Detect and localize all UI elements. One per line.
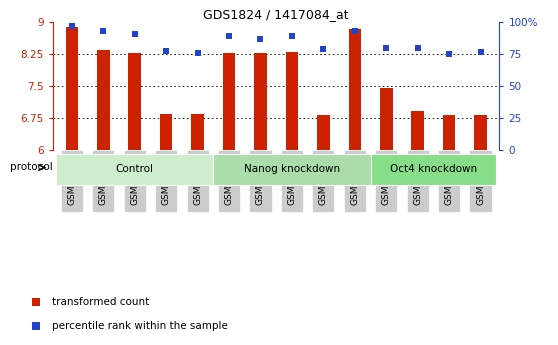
Point [287, 34, 296, 39]
Bar [56, 154, 213, 185]
Text: Oct4 knockdown: Oct4 knockdown [390, 164, 477, 174]
Bar [191, 114, 204, 150]
Point [162, 48, 171, 53]
Point [548, 171, 557, 176]
Title: GDS1824 / 1417084_at: GDS1824 / 1417084_at [204, 8, 349, 21]
Point [413, 45, 422, 51]
Bar [223, 53, 235, 150]
Point [130, 31, 139, 37]
Bar [371, 154, 496, 185]
Point [319, 47, 328, 52]
Bar [160, 114, 172, 150]
Point [224, 34, 233, 39]
Bar [286, 52, 298, 150]
Bar [97, 50, 109, 150]
Bar [380, 88, 392, 150]
Point [68, 23, 76, 29]
Point [193, 50, 202, 56]
Bar [474, 115, 487, 150]
Point [382, 45, 391, 51]
Bar [443, 115, 455, 150]
Bar [128, 53, 141, 150]
Bar [66, 27, 78, 150]
Point [256, 36, 265, 42]
Point [99, 29, 108, 34]
Bar [411, 111, 424, 150]
Point [445, 51, 454, 57]
Bar [213, 154, 371, 185]
Text: Nanog knockdown: Nanog knockdown [244, 164, 340, 174]
Text: Control: Control [116, 164, 154, 174]
Point [476, 49, 485, 55]
Text: transformed count: transformed count [52, 297, 150, 307]
Text: protocol: protocol [9, 162, 52, 172]
Point [350, 29, 359, 34]
Bar [349, 29, 361, 150]
Bar [317, 115, 330, 150]
Text: percentile rank within the sample: percentile rank within the sample [52, 321, 228, 331]
Bar [254, 53, 267, 150]
